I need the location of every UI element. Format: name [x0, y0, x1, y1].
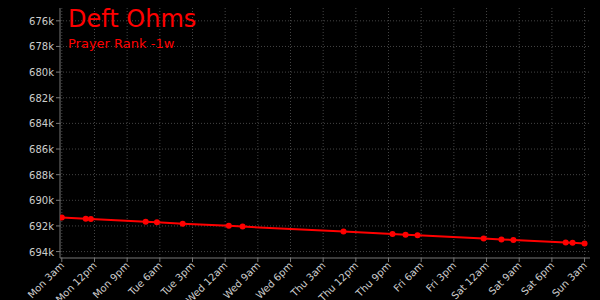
point: [582, 241, 588, 247]
grid-line: [486, 8, 487, 258]
tick-label: 686k: [29, 144, 54, 155]
point: [60, 215, 65, 221]
grid-line: [421, 8, 422, 258]
tick: [551, 258, 552, 262]
grid-line: [225, 8, 226, 258]
tick: [486, 258, 487, 262]
tick: [584, 258, 585, 262]
tick: [61, 258, 62, 262]
grid-line: [60, 200, 590, 201]
point: [240, 224, 246, 230]
point: [563, 239, 569, 245]
tick-label: Thu 12pm: [316, 260, 360, 300]
point: [143, 219, 149, 225]
tick: [127, 258, 128, 262]
point: [226, 223, 232, 229]
tick-label: 682k: [29, 93, 54, 104]
tick-label: Tue 6am: [126, 260, 165, 299]
tick: [421, 258, 422, 262]
grid-line: [453, 8, 454, 258]
tick: [290, 258, 291, 262]
point: [341, 229, 347, 235]
grid-line: [60, 251, 590, 252]
x-axis: [60, 258, 590, 259]
tick-label: 688k: [29, 170, 54, 181]
point: [510, 237, 516, 243]
tick: [56, 251, 60, 252]
tick: [56, 97, 60, 98]
tick: [56, 20, 60, 21]
grid-line: [60, 225, 590, 226]
tick: [192, 258, 193, 262]
tick: [56, 123, 60, 124]
grid-line: [60, 123, 590, 124]
tick: [453, 258, 454, 262]
tick: [56, 149, 60, 150]
point: [403, 232, 409, 238]
tick: [56, 46, 60, 47]
grid-line: [290, 8, 291, 258]
tick: [225, 258, 226, 262]
grid-line: [519, 8, 520, 258]
point: [498, 236, 504, 242]
tick: [56, 200, 60, 201]
point: [180, 221, 186, 227]
point: [481, 236, 487, 242]
tick: [94, 258, 95, 262]
grid-line: [60, 97, 590, 98]
grid-line: [584, 8, 585, 258]
tick-label: Fri 6am: [391, 260, 425, 294]
grid-line: [60, 149, 590, 150]
subtitle: Prayer Rank -1w: [68, 36, 175, 51]
tick: [257, 258, 258, 262]
tick: [323, 258, 324, 262]
tick-label: Sun 3am: [550, 260, 589, 299]
tick: [519, 258, 520, 262]
grid-line: [60, 174, 590, 175]
point: [390, 231, 396, 237]
tick-label: 690k: [29, 195, 54, 206]
point: [154, 219, 160, 225]
title: Deft Ohms: [68, 5, 196, 33]
tick: [355, 258, 356, 262]
tick-label: 684k: [29, 118, 54, 129]
tick-label: 676k: [29, 16, 54, 27]
point: [570, 240, 576, 246]
tick-label: 692k: [29, 221, 54, 232]
tick-label: Sat 9am: [486, 260, 523, 297]
grid-line: [551, 8, 552, 258]
tick-label: Thu 9pm: [353, 260, 393, 300]
tick: [388, 258, 389, 262]
tick-label: 694k: [29, 247, 54, 258]
tick-label: Sat 12am: [449, 260, 491, 300]
grid-line: [60, 72, 590, 73]
tick-label: Wed 6pm: [254, 260, 295, 300]
grid-line: [257, 8, 258, 258]
chart: 676k 678k 680k 682k 684k 686k 688k 690k 692k 694k…: [0, 0, 600, 300]
tick-label: 680k: [29, 67, 54, 78]
background: [0, 0, 600, 300]
y-axis: [60, 8, 61, 258]
tick-label: 678k: [29, 41, 54, 52]
tick-label: Mon 9pm: [91, 260, 132, 300]
point: [415, 232, 421, 238]
plot-area: [60, 215, 588, 247]
point: [88, 216, 94, 222]
tick: [56, 225, 60, 226]
tick: [56, 174, 60, 175]
grid-line: [388, 8, 389, 258]
line: [62, 218, 585, 244]
grid-line: [192, 8, 193, 258]
tick: [159, 258, 160, 262]
grid-line: [323, 8, 324, 258]
grid-line: [355, 8, 356, 258]
tick: [56, 72, 60, 73]
